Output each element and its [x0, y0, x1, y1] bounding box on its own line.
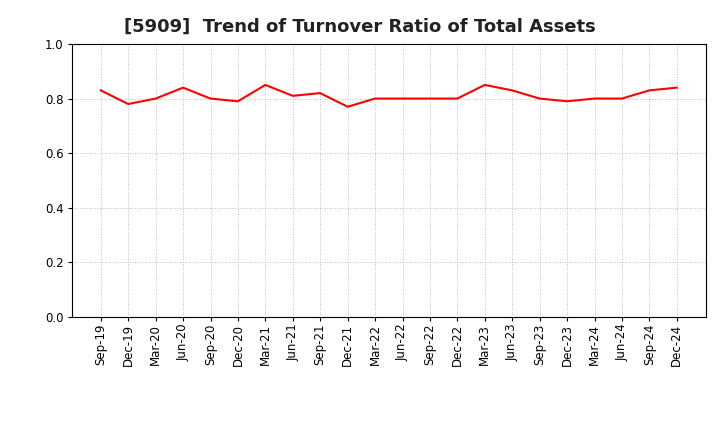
Text: [5909]  Trend of Turnover Ratio of Total Assets: [5909] Trend of Turnover Ratio of Total … — [124, 18, 596, 36]
